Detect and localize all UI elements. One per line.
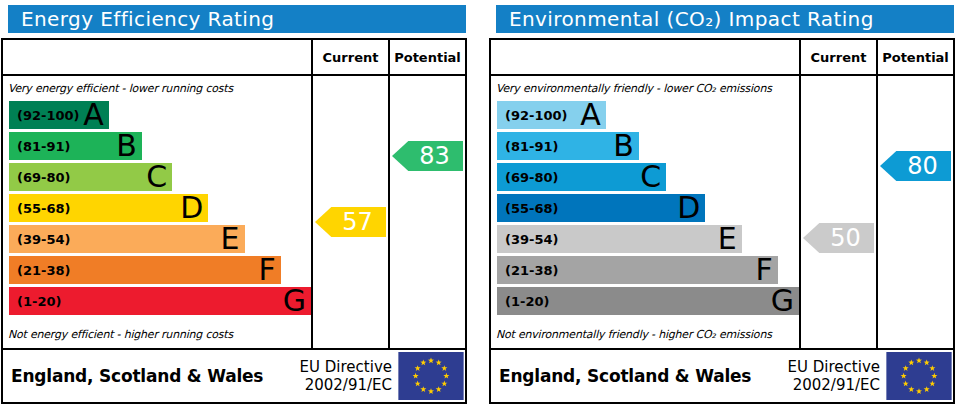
bottom-caption: Not environmentally friendly - higher CO… (496, 328, 772, 341)
scale-header-cell (491, 40, 799, 76)
top-caption: Very environmentally friendly - lower CO… (496, 82, 772, 95)
band-range: (1-20) (505, 294, 549, 309)
band-range: (55-68) (505, 201, 558, 216)
bottom-caption: Not energy efficient - higher running co… (8, 328, 233, 341)
band-range: (69-80) (17, 170, 70, 185)
band-range: (92-100) (17, 108, 80, 123)
scale-header-cell (3, 40, 311, 76)
eu-flag-icon (886, 352, 952, 400)
band-letter: A (580, 102, 601, 128)
panel-footer: England, Scotland & Wales EU Directive 2… (3, 348, 465, 402)
band-b: (81-91) B (9, 132, 142, 160)
band-f: (21-38) F (9, 256, 281, 284)
band-letter: C (146, 164, 167, 190)
eu-flag-icon (398, 352, 464, 400)
energy-rating-scale: Very energy efficient - lower running co… (3, 76, 311, 348)
band-letter: G (771, 288, 794, 314)
panel-title: Energy Efficiency Rating (21, 7, 274, 31)
band-letter: D (677, 195, 700, 221)
epc-rating-charts: Energy Efficiency Rating Current Potenti… (0, 0, 957, 404)
potential-rating-arrow: 80 (880, 151, 951, 181)
band-range: (21-38) (505, 263, 558, 278)
potential-rating-arrow: 83 (392, 141, 463, 171)
potential-column-header: Potential (876, 40, 953, 76)
region-label: England, Scotland & Wales (11, 366, 300, 386)
rating-bands: (92-100) A (81-91) B (69-80) C (55-68) D (9, 101, 311, 318)
band-e: (39-54) E (9, 225, 245, 253)
energy-rating-table: Current Potential Very energy efficient … (1, 38, 467, 404)
band-letter: C (640, 164, 661, 190)
environmental-rating-table: Current Potential Very environmentally f… (489, 38, 955, 404)
band-range: (81-91) (17, 139, 70, 154)
band-range: (1-20) (17, 294, 61, 309)
band-letter: A (83, 102, 104, 128)
panel-title: Environmental (CO₂) Impact Rating (509, 7, 874, 31)
potential-rating-cell: 83 (388, 76, 465, 348)
eu-directive-label: EU Directive 2002/91/EC (788, 358, 880, 394)
band-letter: B (613, 133, 634, 159)
current-rating-arrow: 50 (803, 223, 874, 253)
band-range: (55-68) (17, 201, 70, 216)
current-rating-value: 50 (816, 224, 861, 252)
current-rating-cell: 57 (311, 76, 388, 348)
potential-column-header: Potential (388, 40, 465, 76)
environmental-rating-scale: Very environmentally friendly - lower CO… (491, 76, 799, 348)
band-a: (92-100) A (497, 101, 606, 129)
band-c: (69-80) C (9, 163, 172, 191)
band-range: (21-38) (17, 263, 70, 278)
band-letter: B (116, 133, 137, 159)
band-g: (1-20) G (9, 287, 311, 315)
potential-rating-value: 80 (893, 152, 938, 180)
environmental-title-bar: Environmental (CO₂) Impact Rating (496, 5, 954, 33)
band-d: (55-68) D (9, 194, 208, 222)
potential-rating-cell: 80 (876, 76, 953, 348)
band-f: (21-38) F (497, 256, 778, 284)
band-range: (39-54) (17, 232, 70, 247)
current-column-header: Current (799, 40, 876, 76)
current-rating-cell: 50 (799, 76, 876, 348)
band-b: (81-91) B (497, 132, 639, 160)
band-range: (39-54) (505, 232, 558, 247)
band-range: (81-91) (505, 139, 558, 154)
band-d: (55-68) D (497, 194, 705, 222)
eu-directive-label: EU Directive 2002/91/EC (300, 358, 392, 394)
band-letter: G (283, 288, 306, 314)
band-e: (39-54) E (497, 225, 742, 253)
band-letter: F (756, 257, 773, 283)
band-letter: F (259, 257, 276, 283)
band-letter: E (221, 226, 240, 252)
band-a: (92-100) A (9, 101, 109, 129)
top-caption: Very energy efficient - lower running co… (8, 82, 233, 95)
rating-bands: (92-100) A (81-91) B (69-80) C (55-68) D (497, 101, 799, 318)
current-rating-arrow: 57 (315, 207, 386, 237)
current-rating-value: 57 (328, 208, 373, 236)
band-c: (69-80) C (497, 163, 666, 191)
energy-efficiency-panel: Energy Efficiency Rating Current Potenti… (1, 0, 467, 404)
band-letter: E (718, 226, 737, 252)
panel-footer: England, Scotland & Wales EU Directive 2… (491, 348, 953, 402)
band-g: (1-20) G (497, 287, 799, 315)
energy-title-bar: Energy Efficiency Rating (8, 5, 466, 33)
potential-rating-value: 83 (405, 142, 450, 170)
current-column-header: Current (311, 40, 388, 76)
band-range: (69-80) (505, 170, 558, 185)
region-label: England, Scotland & Wales (499, 366, 788, 386)
environmental-impact-panel: Environmental (CO₂) Impact Rating Curren… (489, 0, 955, 404)
band-letter: D (180, 195, 203, 221)
band-range: (92-100) (505, 108, 568, 123)
